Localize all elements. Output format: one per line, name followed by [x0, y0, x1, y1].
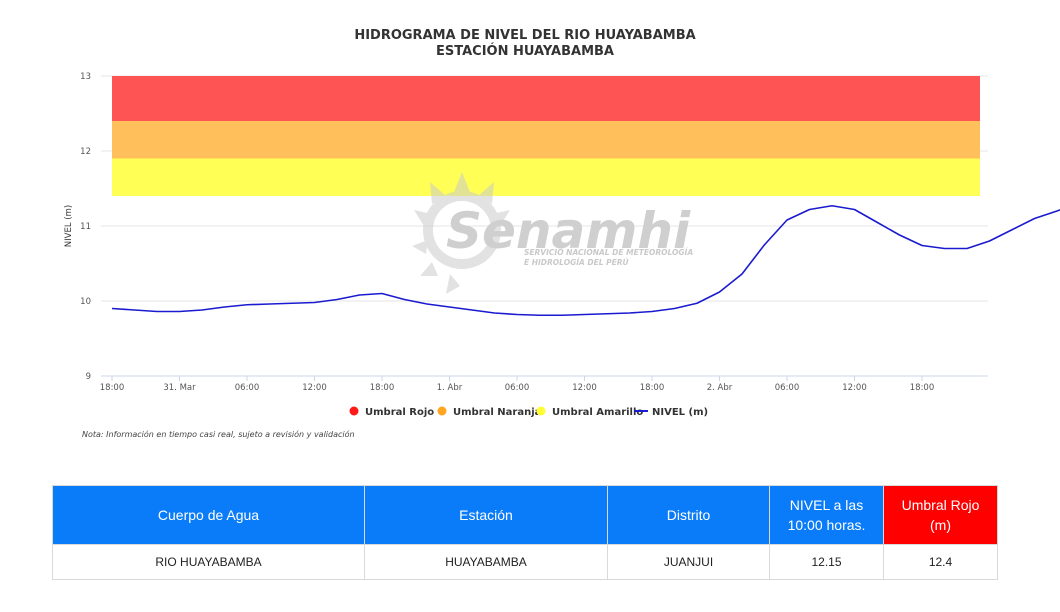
hydrograph-chart: HIDROGRAMA DE NIVEL DEL RIO HUAYABAMBA E…: [64, 28, 1060, 439]
threshold-band-0: [112, 76, 980, 121]
y-axis-label: NIVEL (m): [64, 205, 74, 247]
x-tick-label: 18:00: [100, 383, 125, 393]
chart-subtitle: ESTACIÓN HUAYABAMBA: [436, 43, 614, 59]
threshold-band-1: [112, 121, 980, 159]
header-estacion: Estación: [364, 485, 608, 545]
x-tick-label: 12:00: [572, 383, 597, 393]
y-tick-label: 9: [86, 372, 91, 382]
x-tick-label: 12:00: [842, 383, 867, 393]
legend-label: Umbral Naranja: [453, 407, 541, 418]
station-table: Cuerpo de Agua Estación Distrito NIVEL a…: [52, 485, 998, 580]
table-row: RIO HUAYABAMBA HUAYABAMBA JUANJUI 12.15 …: [52, 544, 998, 580]
x-tick-label: 31. Mar: [163, 383, 196, 393]
cell-estacion: HUAYABAMBA: [364, 544, 608, 580]
x-tick-label: 2. Abr: [707, 383, 733, 393]
senamhi-watermark: Senamhi SERVICIO NACIONAL DE METEOROLOGÍ…: [412, 172, 693, 294]
y-tick-label: 12: [80, 147, 91, 157]
legend-dot-icon: [536, 406, 546, 416]
legend-label: Umbral Amarillo: [552, 407, 643, 418]
cell-umbral-rojo: 12.4: [883, 544, 998, 580]
x-tick-label: 06:00: [775, 383, 800, 393]
legend-item-1[interactable]: Umbral Naranja: [437, 406, 542, 419]
y-tick-label: 11: [80, 222, 91, 232]
series-layer: [111, 204, 1060, 317]
cell-distrito: JUANJUI: [607, 544, 770, 580]
legend-label: NIVEL (m): [652, 407, 708, 418]
header-umbral-rojo: Umbral Rojo (m): [883, 485, 998, 545]
chart-title: HIDROGRAMA DE NIVEL DEL RIO HUAYABAMBA: [354, 28, 695, 43]
legend: Umbral Rojo Umbral Naranja Umbral Amarillo…: [349, 406, 708, 419]
legend-dot-icon: [349, 406, 359, 416]
legend-item-2[interactable]: Umbral Amarillo: [536, 406, 644, 419]
watermark-line1: SERVICIO NACIONAL DE METEOROLOGÍA: [524, 248, 693, 257]
x-tick-label: 18:00: [640, 383, 665, 393]
series-line-nivel: [111, 204, 1060, 317]
x-tick-label: 1. Abr: [437, 383, 463, 393]
x-tick-label: 12:00: [302, 383, 327, 393]
legend-label: Umbral Rojo: [365, 407, 434, 418]
x-tick-label: 18:00: [910, 383, 935, 393]
y-tick-label: 13: [80, 72, 91, 82]
axes: 9 10 11 12 13 18:00 31. Mar 06:00 12:00 18:00 1. A…: [80, 72, 988, 393]
legend-item-0[interactable]: Umbral Rojo: [349, 406, 435, 419]
header-nivel-line1: NIVEL a las: [789, 497, 864, 513]
y-tick-label: 10: [80, 297, 91, 307]
header-nivel-line2: 10:00 horas.: [787, 517, 866, 533]
threshold-bands: [112, 76, 980, 196]
table-header-row: Cuerpo de Agua Estación Distrito NIVEL a…: [52, 485, 998, 545]
threshold-band-2: [112, 158, 980, 196]
x-tick-label: 18:00: [370, 383, 395, 393]
cell-cuerpo-de-agua: RIO HUAYABAMBA: [52, 544, 365, 580]
watermark-brand: Senamhi: [446, 202, 691, 260]
header-cuerpo-de-agua: Cuerpo de Agua: [52, 485, 365, 545]
x-tick-label: 06:00: [235, 383, 260, 393]
note-text: Nota: Información en tiempo casi real, s…: [82, 429, 355, 439]
sun-logo-icon: [412, 172, 510, 294]
cell-nivel: 12.15: [769, 544, 884, 580]
watermark-line2: E HIDROLOGÍA DEL PERÚ: [524, 258, 629, 267]
legend-dot-icon: [437, 406, 447, 416]
header-distrito: Distrito: [607, 485, 770, 545]
legend-item-3[interactable]: NIVEL (m): [634, 407, 708, 418]
x-tick-label: 06:00: [505, 383, 530, 393]
header-nivel: NIVEL a las 10:00 horas.: [769, 485, 884, 545]
